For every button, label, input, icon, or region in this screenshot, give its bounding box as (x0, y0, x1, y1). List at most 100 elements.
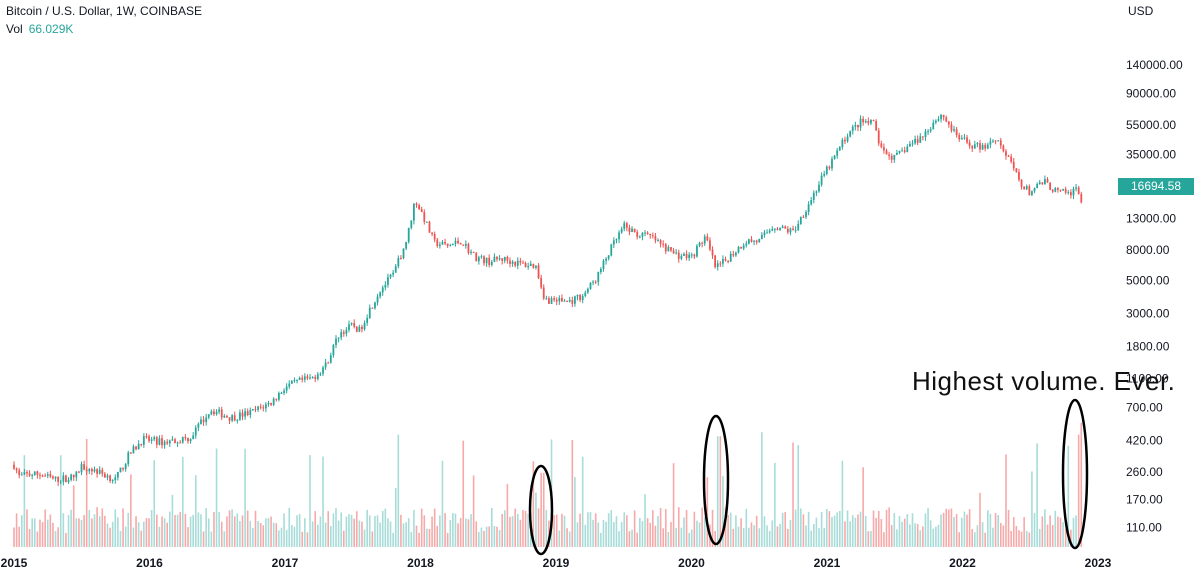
price-axis[interactable]: 140000.0090000.0055000.0035000.0021000.0… (1126, 58, 1183, 535)
volume-bar (929, 520, 932, 547)
volume-bar (228, 510, 231, 547)
volume-bar (457, 523, 459, 547)
volume-bar (903, 518, 906, 547)
candle-body (480, 256, 483, 258)
candle-body (259, 406, 262, 408)
y-tick-label: 3000.00 (1126, 306, 1170, 320)
candle-body (794, 229, 797, 231)
candle-body (226, 415, 228, 418)
candle-body (387, 277, 389, 285)
candle-body (750, 239, 753, 242)
candle-body (298, 377, 301, 380)
volume-bar (1038, 529, 1041, 547)
candle-body (368, 307, 371, 318)
y-tick-label: 420.00 (1126, 434, 1163, 448)
volume-bar (820, 511, 823, 547)
candle-body (418, 204, 420, 210)
volume-bar (698, 522, 701, 547)
volume-bar (794, 509, 797, 547)
volume-bar (833, 515, 836, 547)
candle-body (223, 415, 226, 418)
candle-body (31, 474, 34, 476)
volume-bar (626, 515, 628, 547)
candle-body (1072, 188, 1075, 196)
candle-body (760, 234, 763, 239)
volume-bar (1051, 525, 1054, 547)
candle-body (802, 216, 805, 218)
volume-bar (600, 532, 602, 547)
candle-body (888, 154, 891, 156)
volume-bar (981, 522, 984, 547)
volume-bar (922, 526, 924, 547)
candle-body (532, 263, 535, 268)
time-axis[interactable]: 2015 2016 2017 2018 2019 2020 2021 2022 2023 (1, 556, 1112, 570)
volume-bar (618, 531, 620, 547)
volume-bar (571, 440, 574, 547)
volume-bar (823, 527, 825, 547)
volume-bar (363, 529, 366, 547)
candle-body (353, 323, 356, 327)
volume-bar (1077, 434, 1080, 547)
candle-body (361, 326, 363, 330)
volume-bar (646, 518, 649, 547)
candle-body (973, 144, 976, 149)
volume-bar (355, 511, 358, 547)
candle-body (438, 244, 441, 247)
candle-body (711, 249, 714, 256)
volume-bar (480, 527, 483, 547)
candle-body (85, 469, 88, 472)
volume-bar (223, 531, 226, 547)
volume-bar (210, 531, 213, 547)
volume-bar (114, 509, 117, 547)
candle-body (96, 469, 98, 474)
candle-body (1077, 187, 1080, 195)
candle-body (812, 192, 815, 201)
candle-body (116, 472, 119, 478)
volume-bar (553, 515, 555, 547)
volume-bar (880, 519, 883, 547)
candle-body (376, 296, 379, 303)
candle-body (36, 471, 39, 475)
candle-body (753, 240, 755, 242)
volume-bar (548, 520, 550, 547)
symbol-title[interactable]: Bitcoin / U.S. Dollar, 1W, COINBASE (6, 4, 203, 18)
candle-body (586, 288, 589, 293)
volume-bar (958, 532, 961, 547)
volume-bar (454, 513, 457, 547)
volume-bar (26, 509, 28, 547)
candle-body (763, 232, 766, 235)
candle-body (890, 155, 893, 160)
volume-bar (986, 510, 989, 547)
volume-bar (179, 511, 181, 547)
x-tick-label: 2018 (407, 556, 434, 570)
volume-bar (932, 528, 935, 547)
currency-label[interactable]: USD (1128, 4, 1154, 18)
candle-body (114, 477, 117, 481)
volume-bar (659, 508, 662, 547)
volume-bar (49, 514, 52, 547)
volume-bar (737, 526, 740, 547)
candle-body (908, 143, 911, 147)
candle-body (672, 250, 675, 254)
volume-bar (462, 440, 465, 547)
candle-body (537, 265, 540, 278)
volume-bar (1012, 517, 1015, 547)
volume-bar (418, 532, 420, 547)
volume-bar (465, 518, 467, 547)
volume-bar (927, 508, 929, 547)
volume-bar (41, 521, 44, 547)
volume-bar (18, 526, 20, 547)
volume-bar (750, 522, 753, 547)
candle-body (314, 376, 317, 379)
candle-body (340, 332, 343, 338)
volume-bar (376, 515, 379, 547)
candle-body (618, 232, 620, 240)
candle-body (927, 131, 929, 133)
volume-bar (384, 508, 387, 547)
candle-body (1023, 186, 1026, 190)
y-tick-label: 35000.00 (1126, 147, 1176, 161)
volume-legend[interactable]: Vol 66.029K (6, 22, 73, 36)
volume-bar (506, 483, 509, 547)
candle-body (589, 282, 592, 289)
